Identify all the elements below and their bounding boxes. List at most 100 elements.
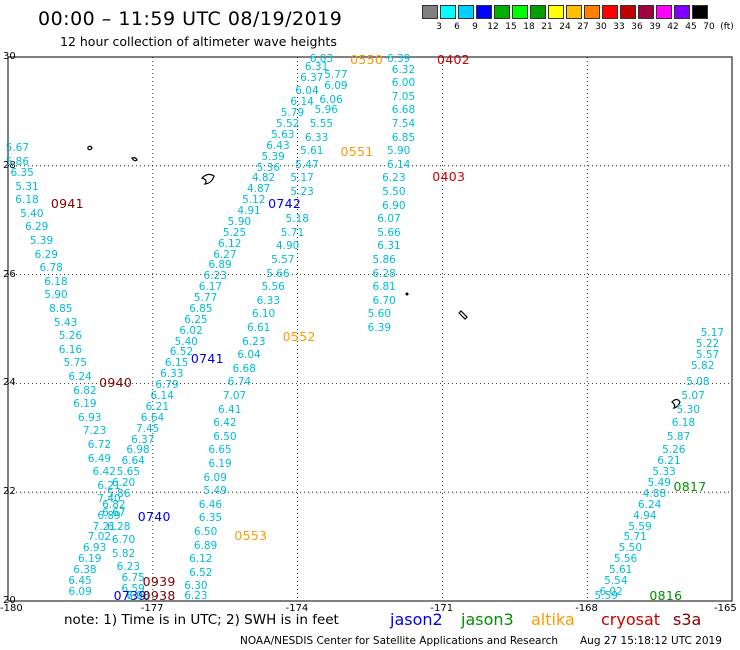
wave-height-value: 5.52 [275,118,300,130]
wave-height-value: 6.39 [367,322,392,334]
wave-height-value: 6.31 [377,240,401,253]
wave-height-value: 5.39 [29,234,54,247]
wave-height-value: 6.32 [391,63,416,76]
longitude-label: -177 [140,603,164,614]
wave-height-value: 5.31 [15,180,39,193]
wave-height-value: 5.39 [261,150,285,163]
wave-height-value: 6.25 [184,313,208,326]
wave-height-value: 6.52 [189,566,213,579]
pass-time-label: 0742 [268,195,302,211]
wave-height-value: 6.12 [189,553,213,566]
colorbar-swatch [476,5,492,19]
wave-height-value: 6.68 [232,362,256,375]
wave-height-value: 5.77 [324,69,348,82]
wave-height-value: 6.65 [208,444,232,457]
wave-height-value: 5.12 [242,194,266,207]
pass-time-label: 0939 [142,573,176,589]
wave-height-value: 5.60 [367,308,392,321]
mission-s3a: s3a [673,610,702,629]
wave-height-value: 6.21 [657,455,681,468]
wave-height-value: 5.90 [44,289,68,302]
pass-time-label: 0552 [282,329,316,345]
latitude-label: 20 [3,595,16,606]
wave-height-value: 6.28 [372,267,396,280]
colorbar-label: 36 [631,22,643,32]
wave-height-value: 6.31 [304,60,329,73]
wave-height-value: 5.86 [372,254,396,266]
wave-height-value: 6.42 [92,466,116,479]
wave-height-value: 6.15 [164,357,189,370]
wave-height-value: 5.17 [700,327,725,340]
wave-height-value: 6.72 [87,438,112,451]
wave-height-value: 7.54 [391,118,416,130]
pass-time-label: 0551 [340,144,374,160]
wave-height-value: 6.35 [10,166,34,179]
pass-time-label: 0941 [50,195,84,211]
colorbar-label: 42 [667,22,679,32]
note-text: note: 1) Time is in UTC; 2) SWH is in fe… [64,612,339,628]
wave-height-value: 6.23 [116,561,141,574]
wave-height-value: 6.42 [213,417,237,430]
wave-height-value: 6.21 [145,400,170,413]
pass-time-label: 0817 [673,478,707,494]
wave-height-value: 4.87 [246,183,271,196]
wave-height-value: 5.71 [623,531,647,544]
wave-height-value: 4.94 [633,509,657,522]
wave-height-value: 7.21 [92,520,116,533]
wave-height-value: 5.22 [695,338,720,351]
pass-time-label: 0402 [437,51,471,67]
wave-height-value: 6.98 [126,590,150,602]
wave-height-value: 6.07 [377,213,401,226]
wave-height-value: 6.09 [68,585,92,598]
wave-height-value: 7.07 [222,390,247,402]
wave-height-value: 5.50 [382,186,406,198]
colorbar-label: 30 [595,22,607,32]
footer-credit: NOAA/NESDIS Center for Satellite Applica… [240,635,558,647]
wave-height-value: 5.18 [285,213,309,226]
mission-cryosat: cryosat [601,610,661,629]
wave-height-value: 6.59 [121,583,145,596]
wave-height-value: 6.78 [39,262,63,275]
colorbar-label: 18 [523,22,535,32]
wave-height-value: 5.54 [604,574,628,587]
wave-height-value: 6.06 [319,93,343,106]
wave-height-value: 6.82 [102,498,126,511]
wave-height-value: 5.57 [271,254,295,266]
wave-height-value: 6.82 [73,384,97,397]
wave-height-value: 5.43 [53,316,78,329]
wave-height-value: 6.37 [300,71,324,84]
wave-height-value: 5.90 [386,145,411,158]
wave-height-value: 6.00 [391,77,416,90]
pass-time-label: 0940 [99,375,133,391]
wave-height-value: 6.43 [266,139,290,152]
wave-height-value: 5.65 [116,466,141,479]
colorbar-swatch [440,5,456,19]
colorbar-swatch [656,5,672,19]
wave-height-value: 5.66 [377,226,401,239]
pass-time-label: 0550 [350,51,384,67]
colorbar-label: 12 [487,22,499,32]
wave-height-value: 6.98 [126,444,150,457]
pass-time-label: 0740 [137,508,171,524]
colorbar-label: (ft) [720,22,734,32]
wave-height-value: 5.96 [314,104,338,117]
wave-height-value: 7.02 [87,531,112,544]
wave-height-value: 6.21 [97,479,121,492]
wave-height-value: 6.45 [68,574,92,587]
wave-height-value: 6.61 [246,322,271,334]
wave-height-value: 6.04 [237,349,261,362]
latitude-label: 28 [3,159,16,171]
wave-height-value: 6.35 [198,512,223,525]
colorbar-label: 27 [577,22,589,32]
wave-height-value: 5.67 [5,142,30,155]
wave-height-value: 5.63 [271,128,295,141]
wave-height-value: 6.67 [102,506,126,519]
wave-height-value: 5.25 [222,226,247,239]
colorbar-label: 9 [472,22,478,32]
wave-height-value: 5.86 [5,156,30,169]
wave-height-value: 8.85 [49,302,73,315]
wave-height-value: 6.14 [290,96,314,109]
wave-height-value: 5.56 [261,281,285,294]
page-subtitle: 12 hour collection of altimeter wave hei… [60,34,337,49]
